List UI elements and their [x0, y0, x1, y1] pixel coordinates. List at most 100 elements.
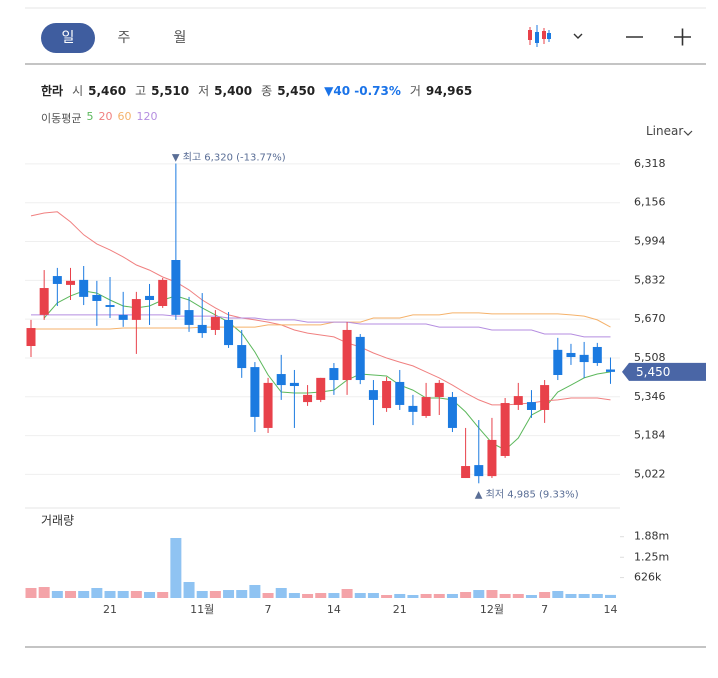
- candle-body: [434, 382, 444, 398]
- y-tick-label: 6,318: [634, 157, 666, 170]
- y-tick-label: 5,346: [634, 390, 666, 403]
- quote-line: 한라 시 5,460 고 5,510 저 5,400 종 5,450 ▼40 -…: [41, 82, 476, 99]
- volume-bar: [486, 590, 498, 598]
- candle-body: [52, 276, 62, 284]
- volume-bar: [315, 593, 327, 598]
- candle-body: [355, 336, 365, 381]
- ma-legend-item: 5: [86, 110, 94, 123]
- y-tick-label: 5,022: [634, 467, 666, 480]
- quote-label: 고: [135, 84, 147, 98]
- x-tick-label: 11월: [190, 603, 214, 616]
- candle-body: [447, 397, 457, 428]
- x-tick-label: 21: [393, 603, 407, 616]
- volume-bar: [552, 590, 564, 598]
- volume-bar: [275, 587, 287, 598]
- icon: [535, 32, 539, 43]
- high-annotation: ▼ 최고 6,320 (-13.77%): [172, 151, 286, 163]
- candle-body: [408, 405, 418, 412]
- volume-bar: [223, 590, 235, 598]
- scale-mode[interactable]: Linear: [646, 124, 684, 138]
- chart-type-button[interactable]: [528, 25, 551, 47]
- quote-value: 5,450: [277, 84, 316, 98]
- candle-body: [368, 390, 378, 400]
- moving-average-line: [31, 314, 611, 338]
- volume-bar: [460, 592, 472, 598]
- candle-body: [92, 294, 102, 301]
- quote-value: 94,965: [425, 84, 473, 98]
- candle-body: [474, 465, 484, 477]
- moving-average-line: [31, 312, 611, 330]
- candle-body: [513, 396, 523, 405]
- candle-body: [158, 279, 168, 306]
- panel-title: 거래량: [41, 514, 74, 528]
- volume-bar: [130, 590, 142, 598]
- quote-label: 종: [261, 84, 273, 98]
- volume-bar: [328, 593, 340, 598]
- volume-bar: [262, 593, 274, 598]
- volume-bar: [446, 593, 458, 598]
- candle-body: [605, 369, 615, 372]
- volume-bar: [236, 590, 248, 598]
- quote-value: 5,510: [151, 84, 190, 98]
- volume-bar: [381, 595, 393, 598]
- candle-body: [79, 279, 89, 297]
- volume-bar: [209, 590, 221, 598]
- volume-bar: [249, 584, 261, 598]
- candle-body: [237, 345, 247, 369]
- y-tick-label: 1.88m: [634, 530, 669, 543]
- candle-body: [263, 382, 273, 428]
- volume-bar: [604, 594, 616, 598]
- zoom-in-button[interactable]: [674, 28, 691, 46]
- x-tick-label: 7: [265, 603, 272, 616]
- price-tag: [622, 362, 706, 381]
- period-tab[interactable]: 일: [41, 23, 95, 53]
- y-tick-label: 626k: [634, 571, 662, 584]
- scale-chevron[interactable]: [683, 130, 693, 136]
- volume-bar: [394, 593, 406, 598]
- x-tick-label: 7: [541, 603, 548, 616]
- candle-body: [329, 368, 339, 381]
- candle-body: [395, 381, 405, 405]
- period-tabs: 일 주 월: [41, 23, 209, 53]
- candle-body: [105, 305, 115, 307]
- volume-bar: [512, 593, 524, 598]
- candle-body: [66, 280, 76, 285]
- volume-bar: [25, 587, 37, 598]
- candle-body: [289, 382, 299, 387]
- ma-legend-item: 120: [136, 110, 158, 123]
- icon: [547, 33, 551, 39]
- volume-bar: [144, 592, 156, 598]
- volume-bar: [117, 590, 129, 598]
- y-tick-label: 5,994: [634, 235, 666, 248]
- candle-body: [382, 380, 392, 409]
- period-tab[interactable]: 월: [173, 30, 187, 46]
- volume-bar: [288, 593, 300, 598]
- candle-body: [276, 374, 286, 386]
- volume-bar: [170, 537, 182, 598]
- y-tick-label: 6,156: [634, 196, 666, 209]
- period-tab[interactable]: 주: [117, 30, 131, 46]
- candle-body: [487, 439, 497, 477]
- volume-bar: [65, 590, 77, 598]
- quote-label: 거: [409, 84, 421, 98]
- candle-body: [224, 319, 234, 346]
- candle-body: [526, 402, 536, 410]
- volume-bar: [157, 592, 169, 598]
- volume-bar: [196, 590, 208, 598]
- quote-label: 저: [198, 84, 210, 98]
- dropdown-chevron[interactable]: [573, 33, 583, 39]
- volume-bar: [420, 593, 432, 598]
- candle-body: [184, 310, 194, 325]
- volume-bar: [433, 593, 445, 598]
- volume-bar: [367, 593, 379, 598]
- volume-bar: [539, 592, 551, 598]
- volume-bar: [302, 593, 314, 598]
- volume-bar: [38, 587, 50, 598]
- candle-body: [566, 352, 576, 358]
- y-tick-label: 5,184: [634, 429, 666, 442]
- x-tick-label: 12월: [480, 603, 504, 616]
- candle-body: [197, 324, 207, 334]
- candle-body: [171, 260, 181, 315]
